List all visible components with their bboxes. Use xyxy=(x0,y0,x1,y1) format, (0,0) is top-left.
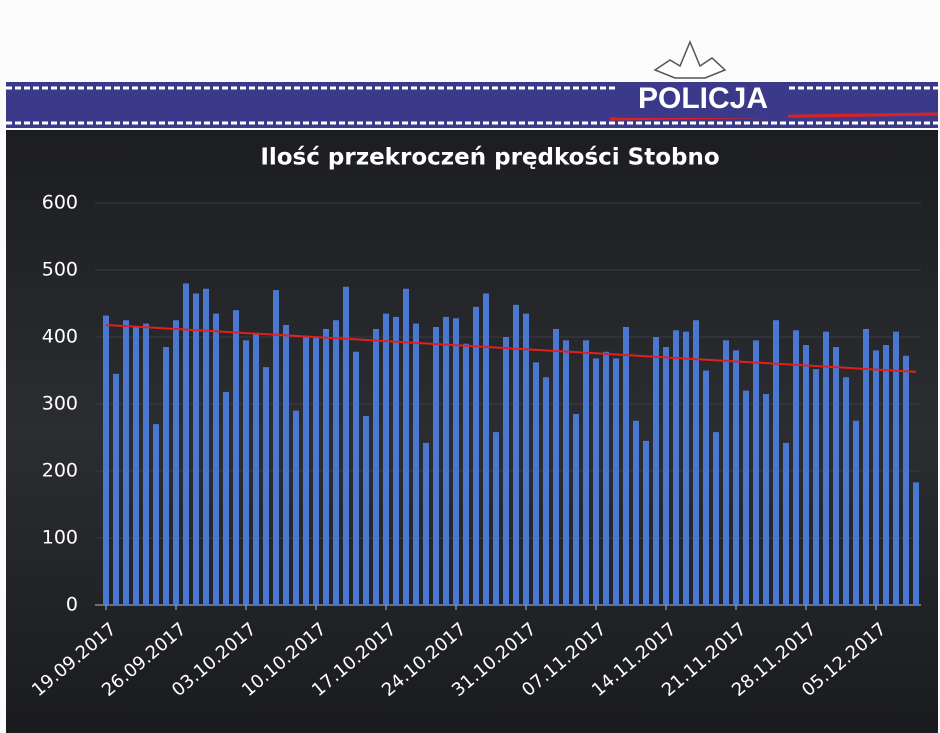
bar xyxy=(833,347,839,605)
bar xyxy=(133,326,139,605)
bar xyxy=(743,390,749,605)
bar xyxy=(853,420,859,605)
bar xyxy=(343,286,349,605)
bar xyxy=(273,290,279,605)
bar xyxy=(473,306,479,605)
bar xyxy=(253,333,259,605)
bar xyxy=(673,330,679,605)
bar xyxy=(863,328,869,605)
y-tick-label: 0 xyxy=(66,594,78,616)
bar xyxy=(403,288,409,605)
bar xyxy=(333,320,339,605)
bar xyxy=(583,340,589,605)
bar xyxy=(593,358,599,605)
bar xyxy=(543,377,549,605)
bar xyxy=(433,326,439,605)
bar xyxy=(733,350,739,605)
bar xyxy=(383,313,389,605)
chart-title: Ilość przekroczeń prędkości Stobno xyxy=(260,145,719,171)
bar xyxy=(693,320,699,605)
bar xyxy=(603,351,609,605)
bar xyxy=(513,304,519,605)
bar xyxy=(233,310,239,605)
bar xyxy=(393,316,399,605)
bar xyxy=(643,440,649,605)
bar xyxy=(893,331,899,605)
bar xyxy=(463,343,469,605)
bar xyxy=(873,350,879,605)
bar xyxy=(803,345,809,605)
bar xyxy=(533,362,539,605)
bar xyxy=(843,377,849,605)
bar xyxy=(823,331,829,605)
bar xyxy=(703,370,709,605)
bar xyxy=(663,347,669,605)
trendline xyxy=(105,323,917,373)
bar xyxy=(173,320,179,605)
bar xyxy=(633,420,639,605)
bar xyxy=(223,391,229,605)
bar xyxy=(113,373,119,605)
bar xyxy=(813,369,819,605)
bar xyxy=(163,347,169,605)
bar xyxy=(523,313,529,605)
bar xyxy=(503,337,509,605)
y-tick-label: 300 xyxy=(42,393,78,415)
bar xyxy=(453,318,459,605)
bar xyxy=(193,293,199,605)
bar xyxy=(313,337,319,605)
bar xyxy=(913,482,919,605)
bar xyxy=(123,320,129,605)
bar xyxy=(763,393,769,605)
bar xyxy=(623,326,629,605)
y-tick-label: 100 xyxy=(42,527,78,549)
bar xyxy=(153,424,159,605)
bar xyxy=(653,337,659,605)
y-tick-label: 600 xyxy=(42,192,78,214)
bar xyxy=(413,323,419,605)
bar xyxy=(243,340,249,605)
bar xyxy=(203,288,209,605)
y-tick-label: 500 xyxy=(42,259,78,281)
bar xyxy=(303,337,309,605)
bar xyxy=(213,313,219,605)
chart-panel xyxy=(6,130,938,733)
bar xyxy=(373,328,379,605)
bar xyxy=(713,432,719,605)
y-tick-label: 200 xyxy=(42,460,78,482)
bar xyxy=(783,442,789,605)
bar xyxy=(683,331,689,605)
bar xyxy=(103,315,109,605)
bar xyxy=(793,330,799,605)
bar xyxy=(423,442,429,605)
bar xyxy=(263,367,269,605)
bar xyxy=(363,416,369,605)
plot: 010020030040050060019.09.201726.09.20170… xyxy=(28,192,921,701)
bar xyxy=(353,351,359,605)
bar xyxy=(563,340,569,605)
bar xyxy=(443,316,449,605)
bar xyxy=(143,323,149,605)
bar xyxy=(573,414,579,605)
bar xyxy=(903,355,909,605)
brand: POLICJA xyxy=(638,82,768,115)
bar xyxy=(493,432,499,605)
banner: POLICJA xyxy=(6,40,939,128)
bar xyxy=(753,340,759,605)
bar xyxy=(283,324,289,605)
bar xyxy=(293,410,299,605)
bar xyxy=(183,283,189,605)
bar xyxy=(613,358,619,605)
bar xyxy=(723,340,729,605)
y-tick-label: 400 xyxy=(42,326,78,348)
bar xyxy=(883,345,889,605)
bar xyxy=(553,328,559,605)
bar xyxy=(483,293,489,605)
bar xyxy=(773,320,779,605)
bar xyxy=(323,328,329,605)
